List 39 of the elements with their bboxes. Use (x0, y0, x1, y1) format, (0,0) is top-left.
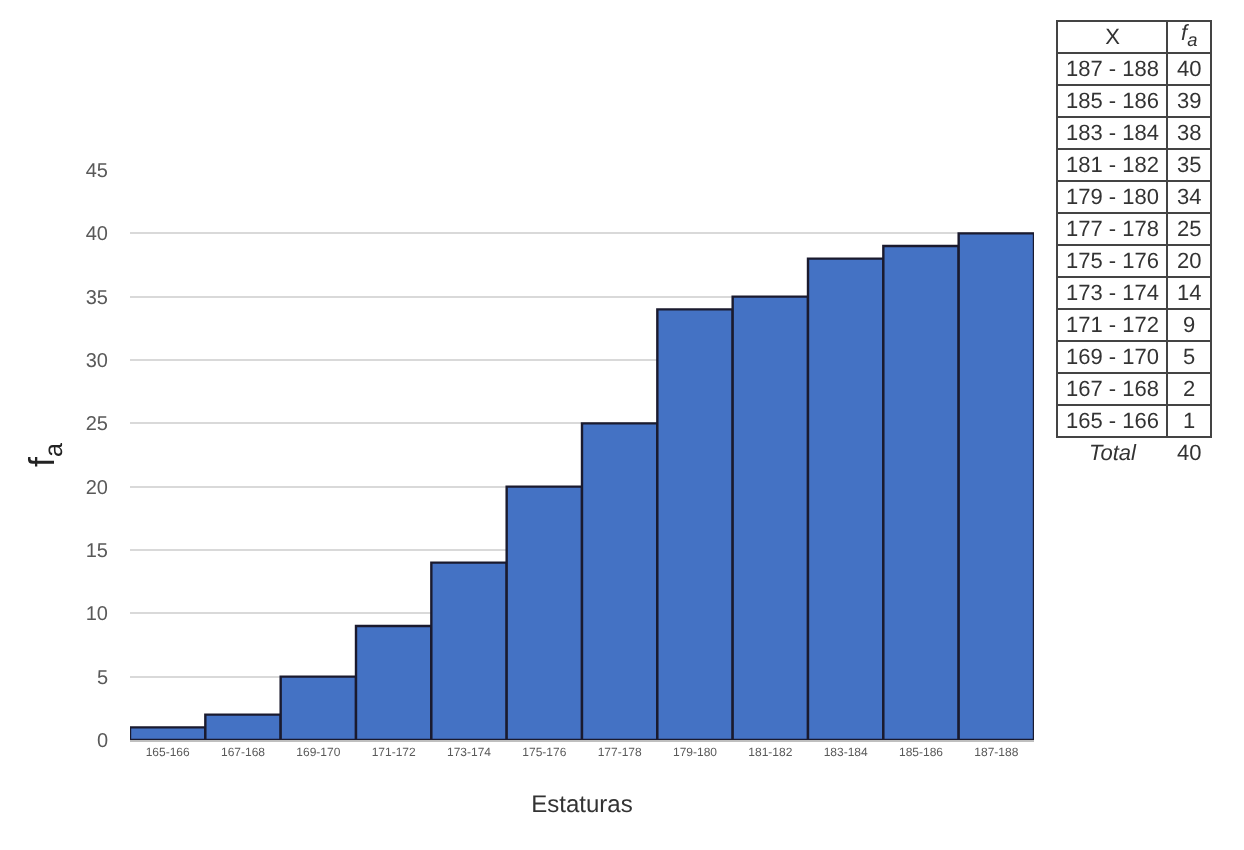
text: 171 - 172 (1057, 309, 1168, 341)
text: 40 (1167, 53, 1211, 85)
text: Total (1087, 439, 1139, 468)
text: 167 - 168 (1057, 373, 1168, 405)
text: 9 (1167, 309, 1211, 341)
text: 39 (1167, 85, 1211, 117)
y-tick-label: 40 (85, 224, 109, 247)
y-tick-label: 20 (85, 477, 109, 500)
y-tick-label: 35 (85, 287, 109, 310)
text: 35 (1167, 149, 1211, 181)
text: 34 (1167, 181, 1211, 213)
text: 187 - 188 (1057, 53, 1168, 85)
text: X (1057, 21, 1168, 53)
text: 20 (1167, 245, 1211, 277)
y-tick-label: 30 (85, 351, 109, 373)
text: 169 - 170 (1057, 341, 1168, 373)
text: f$_{a}$ (1181, 22, 1198, 52)
y-tick-label: 45 (85, 161, 109, 183)
text: 175 - 176 (1057, 245, 1168, 277)
text: 5 (1167, 341, 1211, 373)
x-axis-title: Estaturas (531, 790, 633, 819)
text: 25 (1167, 213, 1211, 245)
text: 2 (1167, 373, 1211, 405)
text: 183 - 184 (1057, 117, 1168, 149)
y-tick-label: 25 (85, 414, 109, 437)
y-tick-label: 10 (85, 604, 109, 627)
text: 173 - 174 (1057, 277, 1168, 309)
text: 179 - 180 (1057, 181, 1168, 213)
text: 1 (1167, 405, 1211, 437)
text: 177 - 178 (1057, 213, 1168, 245)
text: 40 (1174, 439, 1204, 468)
text: 185 - 186 (1057, 85, 1168, 117)
text: 14 (1167, 277, 1211, 309)
y-tick-label: 5 (96, 667, 109, 690)
y-tick-label: 15 (85, 541, 109, 563)
y-tick-label: 0 (96, 731, 109, 753)
text: 181 - 182 (1057, 149, 1168, 181)
text: 38 (1167, 117, 1211, 149)
text: 165 - 166 (1057, 405, 1168, 437)
